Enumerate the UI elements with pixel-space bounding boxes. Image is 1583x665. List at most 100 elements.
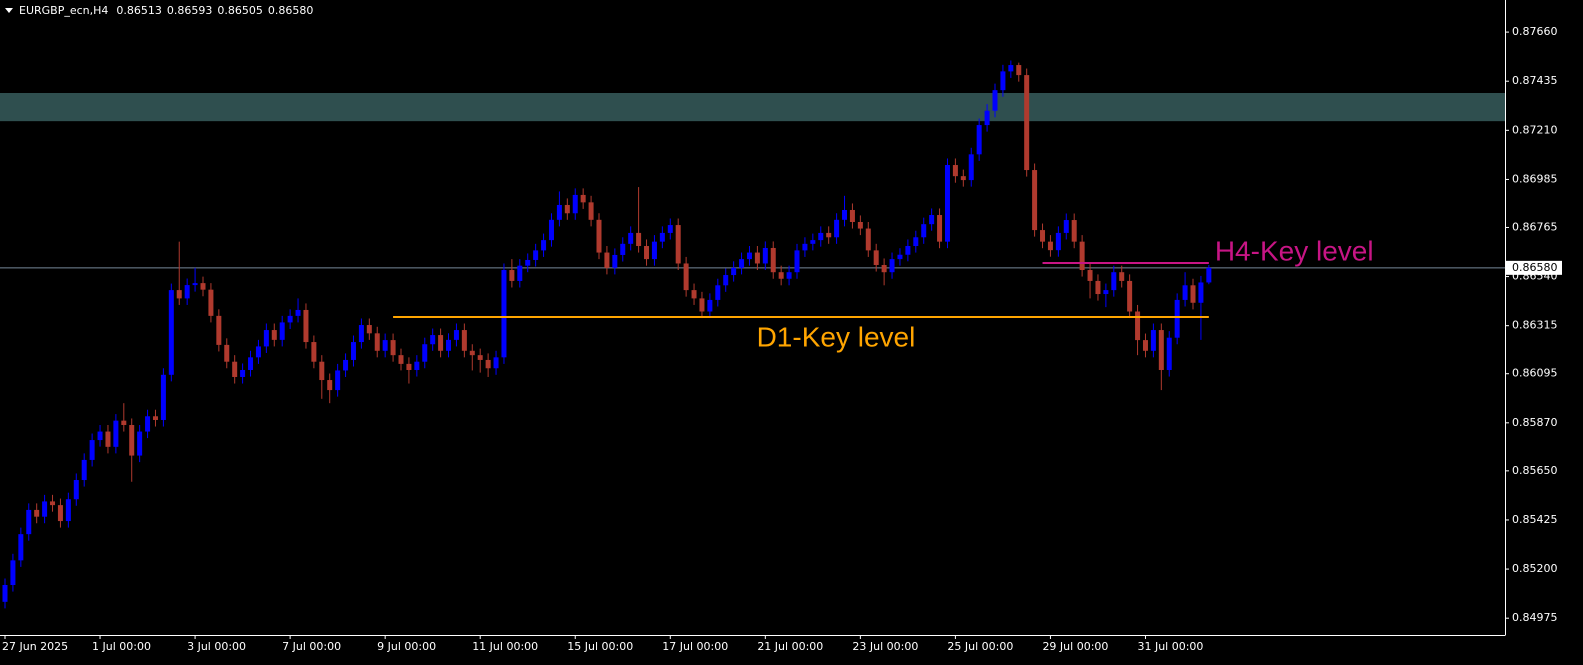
candle-body bbox=[699, 298, 705, 312]
candle-body bbox=[548, 219, 554, 241]
candle-body bbox=[857, 221, 863, 229]
candle-body bbox=[255, 346, 261, 358]
candle-body bbox=[1198, 282, 1204, 303]
candle-body bbox=[960, 176, 966, 181]
candle-body bbox=[723, 275, 729, 286]
candle-body bbox=[485, 359, 491, 369]
candle-body bbox=[461, 330, 467, 351]
menu-triangle[interactable] bbox=[5, 8, 13, 13]
candle-body bbox=[842, 209, 848, 220]
candle-body bbox=[929, 215, 935, 225]
candle-body bbox=[200, 283, 206, 290]
candle-body bbox=[509, 270, 515, 281]
candle-body bbox=[271, 330, 277, 340]
candle-body bbox=[715, 285, 721, 300]
candle-body bbox=[731, 267, 737, 276]
candle-body bbox=[152, 416, 158, 420]
candle-body bbox=[160, 374, 166, 420]
candle-body bbox=[192, 283, 198, 286]
y-tick-label: 0.85425 bbox=[1512, 513, 1558, 526]
candle-body bbox=[493, 357, 499, 369]
candle-body bbox=[121, 420, 127, 426]
candle-body bbox=[311, 342, 317, 362]
candle-body bbox=[414, 361, 420, 370]
axes: 0.87660 0.87435 0.87210 0.86985 0.86765 0.865… bbox=[0, 0, 1562, 653]
candle-body bbox=[588, 202, 594, 220]
candle-body bbox=[97, 431, 103, 441]
x-tick-label: 9 Jul 00:00 bbox=[377, 640, 436, 653]
candle-body bbox=[18, 534, 24, 561]
candle-body bbox=[897, 254, 903, 260]
candle-body bbox=[1079, 241, 1085, 271]
candle-body bbox=[786, 272, 792, 279]
candle-body bbox=[1032, 170, 1038, 231]
x-tick-label: 23 Jul 00:00 bbox=[852, 640, 918, 653]
candle-body bbox=[746, 252, 752, 260]
header-price: 0.86580 bbox=[268, 4, 314, 17]
candle-body bbox=[1206, 267, 1212, 283]
candle-body bbox=[517, 265, 523, 281]
candle-body bbox=[604, 252, 610, 268]
candle-body bbox=[596, 219, 602, 253]
candle-body bbox=[770, 247, 776, 273]
candle-body bbox=[762, 247, 768, 264]
candle-body bbox=[26, 509, 32, 535]
candle-body bbox=[129, 425, 135, 456]
zone bbox=[0, 92, 1505, 122]
candle-body bbox=[1158, 330, 1164, 370]
candle-body bbox=[263, 330, 269, 347]
candle-body bbox=[438, 335, 444, 351]
candle-body bbox=[651, 241, 657, 260]
candle-body bbox=[501, 270, 507, 358]
candle-body bbox=[89, 440, 95, 460]
candle-body bbox=[1174, 299, 1180, 338]
y-tick-label: 0.86985 bbox=[1512, 172, 1558, 185]
candle-body bbox=[675, 225, 681, 264]
candle-body bbox=[636, 232, 642, 247]
candle-body bbox=[968, 154, 974, 181]
candle-body bbox=[778, 272, 784, 279]
candle-body bbox=[398, 355, 404, 364]
candle-body bbox=[1190, 285, 1196, 303]
candle-body bbox=[826, 232, 832, 238]
candle-body bbox=[57, 505, 63, 522]
candle-body bbox=[580, 194, 586, 203]
x-tick-label: 21 Jul 00:00 bbox=[757, 640, 823, 653]
candle-body bbox=[1016, 65, 1022, 76]
candle-body bbox=[667, 225, 673, 233]
y-tick-label: 0.87210 bbox=[1512, 123, 1558, 136]
candle-body bbox=[572, 194, 578, 214]
candle-body bbox=[644, 246, 650, 260]
candle-body bbox=[34, 509, 40, 517]
candle-body bbox=[881, 265, 887, 273]
candle-body bbox=[216, 315, 222, 345]
x-tick-label: 17 Jul 00:00 bbox=[662, 640, 728, 653]
y-tick-label: 0.84975 bbox=[1512, 611, 1558, 624]
zones bbox=[0, 92, 1505, 122]
y-tick-label: 0.86095 bbox=[1512, 367, 1558, 380]
candle-body bbox=[659, 232, 665, 242]
candle-body bbox=[1142, 340, 1148, 351]
x-tick-label: 31 Jul 00:00 bbox=[1137, 640, 1203, 653]
header-price: 0.86513 bbox=[116, 4, 162, 17]
candle-body bbox=[176, 290, 182, 299]
candle-body bbox=[453, 330, 459, 340]
candle-body bbox=[469, 350, 475, 356]
candle-body bbox=[754, 252, 760, 264]
x-tick-label: 3 Jul 00:00 bbox=[187, 640, 246, 653]
candle-body bbox=[525, 259, 531, 266]
y-tick-label: 0.87660 bbox=[1512, 25, 1558, 38]
candle-body bbox=[691, 290, 697, 299]
candles bbox=[2, 60, 1212, 609]
candle-body bbox=[889, 259, 895, 273]
candle-body bbox=[1119, 272, 1125, 281]
candle-body bbox=[248, 357, 254, 370]
candle-body bbox=[335, 370, 341, 391]
candle-body bbox=[358, 325, 364, 343]
y-tick-label: 0.85200 bbox=[1512, 562, 1558, 575]
y-tick-label: 0.86765 bbox=[1512, 220, 1558, 233]
last-price-label: 0.86580 bbox=[1512, 261, 1558, 274]
candle-body bbox=[849, 209, 855, 222]
candle-body bbox=[137, 431, 143, 456]
